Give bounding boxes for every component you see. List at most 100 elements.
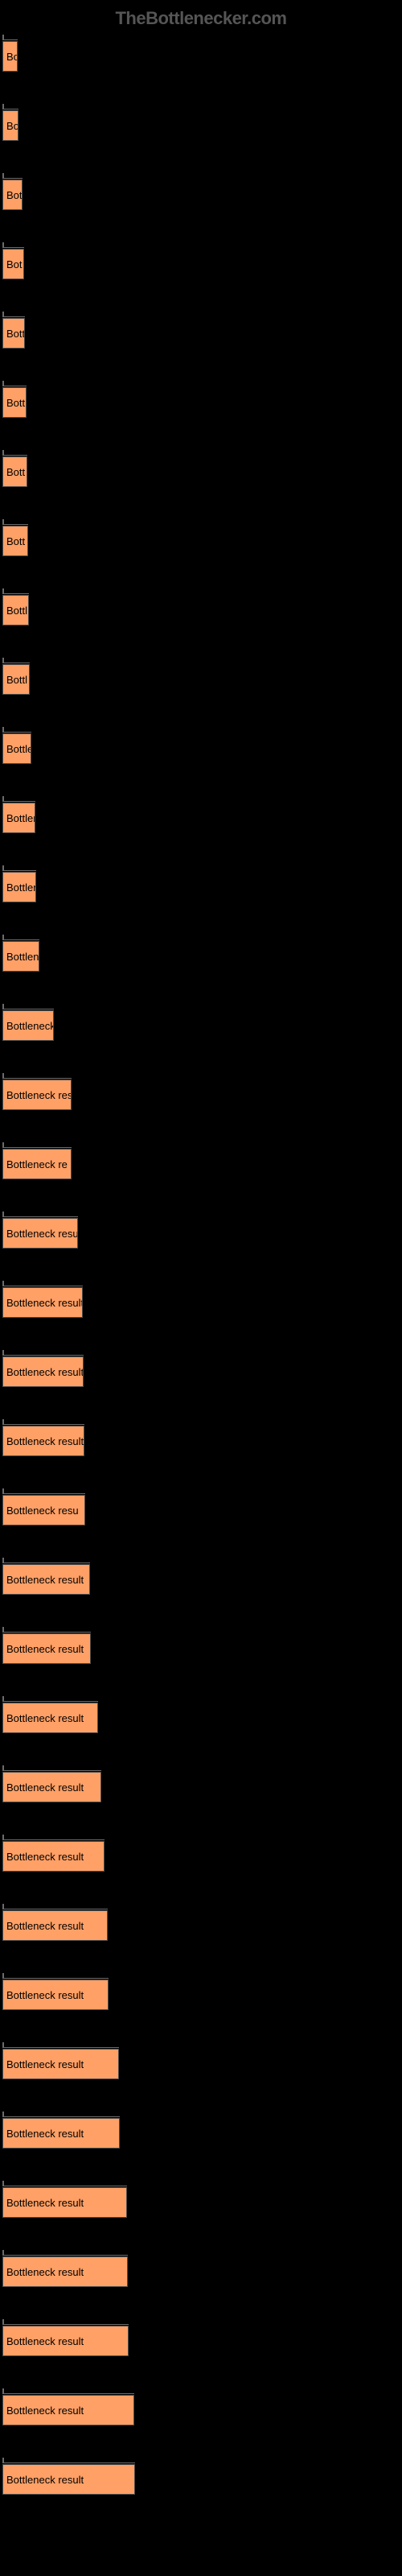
bar-label: Bottleneck result (6, 2266, 84, 2278)
bar: Bottleneck result (2, 2187, 127, 2218)
bar-gridline (2, 663, 30, 664)
bar-gridline (2, 455, 27, 456)
bar: Bottlen (2, 803, 35, 833)
bar-gridline (2, 1286, 83, 1287)
bar: Bo (2, 41, 18, 72)
bar-gridline (2, 1909, 108, 1910)
bar-gridline (2, 1839, 105, 1841)
bar-label: Bottleneck result (6, 1643, 84, 1655)
bar-gridline (2, 2186, 127, 2187)
bar-label: Bottleneck resu (6, 1505, 79, 1517)
bar-row: Bottleneck res (2, 1080, 402, 1110)
bar-row: Bott (2, 318, 402, 349)
bar: Bo (2, 110, 18, 141)
bar-row: Bottleneck result (2, 2256, 402, 2287)
bar-row: Bottleneck result (2, 1287, 402, 1318)
bar-row: Bo (2, 41, 402, 72)
bar-label: Bottleneck res (6, 1089, 72, 1101)
bar-gridline (2, 939, 39, 941)
bar-label: Bottleneck (6, 1020, 54, 1032)
bar-gridline (2, 2462, 135, 2464)
bar-label: Bottleneck result (6, 2197, 84, 2209)
bar-row: Bottlen (2, 803, 402, 833)
bar-label: Bottleneck result (6, 1712, 84, 1724)
bar-gridline (2, 247, 24, 249)
bar-row: Bottleneck result (2, 1426, 402, 1456)
bar-row: Bottleneck result (2, 2049, 402, 2079)
bar-label: Bottleneck result (6, 1851, 84, 1863)
bar-label: Bottleneck result (6, 2335, 84, 2347)
bar-row: Bottleneck result (2, 1703, 402, 1733)
bar-gridline (2, 1147, 72, 1149)
bar: Bottl (2, 664, 30, 695)
bar-gridline (2, 593, 29, 595)
bar-row: Bottleneck result (2, 1633, 402, 1664)
bar-gridline (2, 524, 28, 526)
bar: Bottleneck result (2, 1979, 109, 2010)
bar-label: Bo (6, 120, 18, 132)
bar-row: Bottleneck result (2, 1356, 402, 1387)
bar-row: Bottleneck result (2, 2187, 402, 2218)
bar: Bottlen (2, 872, 36, 902)
bar-gridline (2, 870, 36, 872)
bar-label: Bottlen (6, 881, 36, 894)
bar: Bottle (2, 733, 31, 764)
bar-row: Bottleneck result (2, 2464, 402, 2495)
bar-label: Bottleneck result (6, 1781, 84, 1794)
bar-gridline (2, 109, 18, 110)
bar-row: Bottleneck result (2, 1772, 402, 1802)
bar-label: Bo (6, 51, 18, 63)
bar: Bottleneck resu (2, 1495, 85, 1525)
bar-gridline (2, 2047, 119, 2049)
bar-row: Bott (2, 456, 402, 487)
bar: Bott (2, 456, 27, 487)
bar: Bottleneck result (2, 1633, 91, 1664)
bar-label: Bottlene (6, 951, 39, 963)
bar: Bottleneck result (2, 2118, 120, 2149)
bar: Bottleneck result (2, 1564, 90, 1595)
bar-row: Bott (2, 387, 402, 418)
bar-label: Bottleneck re (6, 1158, 68, 1170)
bar-row: Bottleneck result (2, 1564, 402, 1595)
bar-gridline (2, 1701, 98, 1703)
bar-label: Bott (6, 397, 25, 409)
bar-row: Bottl (2, 664, 402, 695)
bar-gridline (2, 1424, 84, 1426)
bar-row: Bot (2, 180, 402, 210)
bar-row: Bottlene (2, 941, 402, 972)
bar-label: Bottleneck result (6, 2405, 84, 2417)
bar: Bottleneck (2, 1010, 54, 1041)
bar-gridline (2, 2116, 120, 2118)
bar-gridline (2, 1355, 84, 1356)
bar: Bottleneck re (2, 1149, 72, 1179)
bar-gridline (2, 2393, 134, 2395)
bar-gridline (2, 178, 23, 180)
bar: Bottleneck result (2, 2464, 135, 2495)
bar: Bottleneck result (2, 1426, 84, 1456)
bar-gridline (2, 1216, 78, 1218)
bar-gridline (2, 1632, 91, 1633)
bar-label: Bottl (6, 674, 27, 686)
bar-gridline (2, 801, 35, 803)
bar-row: Bottleneck result (2, 2118, 402, 2149)
bar-label: Bottleneck result (6, 1435, 84, 1447)
bar-row: Bottleneck result (2, 1910, 402, 1941)
bar-row: Bottleneck result (2, 2395, 402, 2425)
bar: Bottleneck res (2, 1080, 72, 1110)
bar-gridline (2, 1978, 109, 1979)
bar-row: Bottleneck result (2, 1841, 402, 1872)
bar-gridline (2, 732, 31, 733)
bar-label: Bottleneck result (6, 1574, 84, 1586)
bar-row: Bottleneck result (2, 1218, 402, 1249)
bar-row: Bottleneck result (2, 2326, 402, 2356)
bar: Bottleneck result (2, 1287, 83, 1318)
bar: Bottleneck result (2, 2256, 128, 2287)
bar-gridline (2, 386, 27, 387)
bar-label: Bott (6, 328, 25, 340)
bar-gridline (2, 1770, 101, 1772)
bar-gridline (2, 2255, 128, 2256)
bar: Bott (2, 318, 25, 349)
bar: Bott (2, 387, 27, 418)
bar-label: Bot (6, 189, 23, 201)
bar: Bottleneck result (2, 1356, 84, 1387)
